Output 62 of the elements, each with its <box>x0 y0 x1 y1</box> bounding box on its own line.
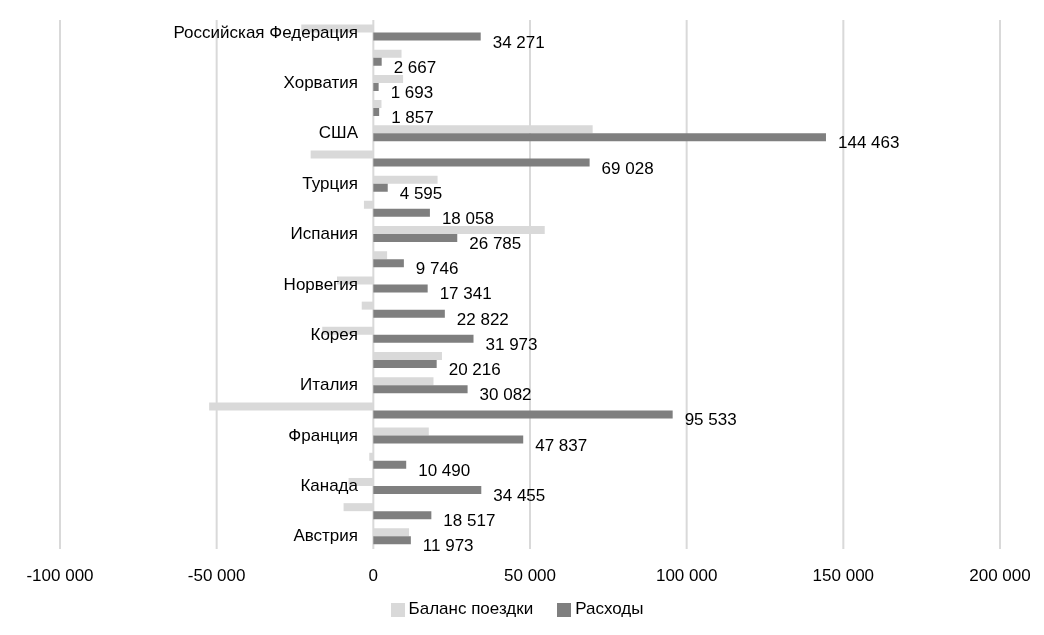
data-label: 11 973 <box>422 536 474 556</box>
bar <box>373 57 382 66</box>
data-label: 2 667 <box>393 57 437 77</box>
y-tick-label: Австрия <box>293 526 358 546</box>
bar <box>373 82 379 91</box>
bar <box>373 385 468 394</box>
y-tick-label: Норвегия <box>283 274 358 294</box>
bar <box>373 435 524 444</box>
bar <box>373 410 673 419</box>
bar <box>373 208 430 217</box>
bar <box>373 334 474 343</box>
y-tick-label: Российская Федерация <box>173 22 358 42</box>
bar <box>373 259 404 268</box>
data-label: 26 785 <box>469 234 522 254</box>
data-label: 17 341 <box>439 284 492 304</box>
legend-label: Баланс поездки <box>408 599 534 618</box>
bar <box>373 133 826 142</box>
data-label: 9 746 <box>415 259 459 279</box>
data-label: 69 028 <box>601 158 654 178</box>
y-tick-label: Корея <box>310 324 358 344</box>
y-tick-label: Франция <box>288 425 358 445</box>
data-label: 30 082 <box>479 385 532 405</box>
data-label: 22 822 <box>456 309 509 329</box>
y-tick-label: Испания <box>290 224 358 244</box>
y-tick-label: Хорватия <box>283 72 358 92</box>
data-label: 47 837 <box>535 435 588 455</box>
x-tick-label: -100 000 <box>26 566 94 586</box>
data-label: 1 857 <box>391 108 434 128</box>
bar <box>373 460 407 469</box>
data-label: 31 973 <box>485 334 538 354</box>
data-label: 34 271 <box>492 32 545 52</box>
data-label: 95 533 <box>684 410 737 430</box>
bar <box>373 511 432 520</box>
data-label: 1 693 <box>390 82 434 102</box>
data-label: 20 216 <box>448 360 501 380</box>
legend-label: Расходы <box>575 599 644 618</box>
x-tick-label: -50 000 <box>187 566 246 586</box>
data-label: 4 595 <box>399 183 443 203</box>
x-tick-label: 200 000 <box>969 566 1031 586</box>
x-tick-label: 0 <box>368 566 379 586</box>
x-tick-label: 50 000 <box>504 566 556 586</box>
x-tick-label: 150 000 <box>812 566 875 586</box>
data-label: 18 517 <box>443 511 496 531</box>
data-label: 34 455 <box>493 486 546 505</box>
data-label: 10 490 <box>418 460 471 480</box>
bar <box>373 284 428 293</box>
y-tick-label: Канада <box>300 476 359 496</box>
y-tick-label: США <box>318 123 359 143</box>
bar <box>373 536 411 545</box>
x-tick-label: 100 000 <box>655 566 718 586</box>
bar <box>373 158 590 167</box>
bar <box>373 183 388 192</box>
bar <box>373 32 481 41</box>
bar <box>373 108 380 117</box>
y-tick-label: Турция <box>302 173 358 193</box>
bar <box>373 234 458 243</box>
bar <box>373 309 445 318</box>
bar <box>373 360 437 369</box>
y-tick-label: Италия <box>300 375 358 395</box>
data-label: 144 463 <box>837 133 900 153</box>
data-label: 18 058 <box>441 208 494 228</box>
bar <box>373 485 482 494</box>
